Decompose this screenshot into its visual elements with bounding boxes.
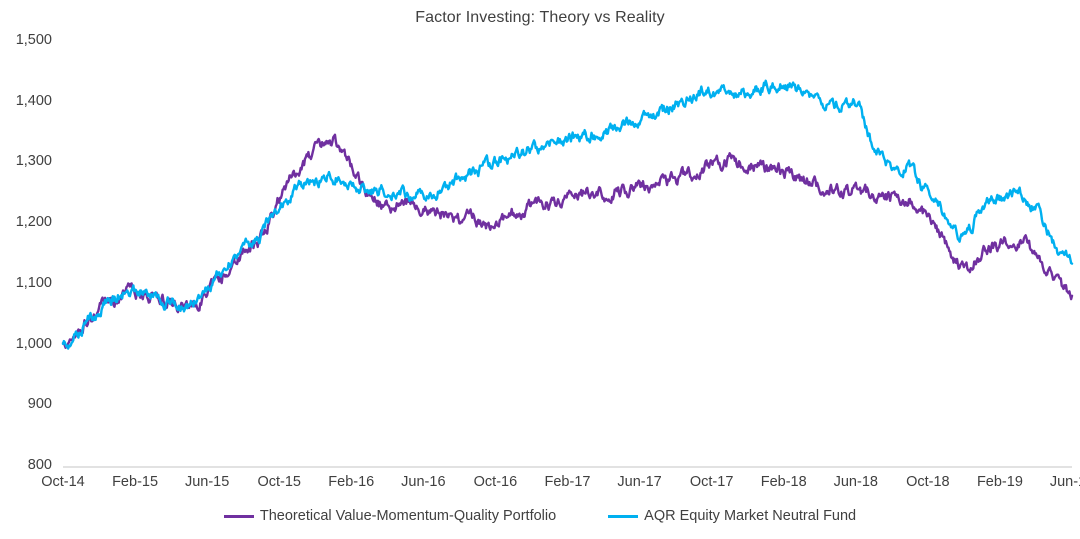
x-axis-tick-label: Jun-19 — [1049, 474, 1080, 490]
x-axis-tick-label: Oct-18 — [906, 474, 950, 490]
y-axis-tick-label: 1,300 — [15, 153, 52, 170]
y-axis-tick-label: 1,100 — [15, 274, 52, 291]
x-axis-tick-label: Oct-14 — [41, 474, 85, 490]
legend-label: AQR Equity Market Neutral Fund — [644, 508, 857, 524]
x-axis-tick-label: Feb-17 — [544, 474, 591, 490]
x-axis-tick-label: Jun-18 — [833, 474, 878, 490]
series-line-aqr-fund — [61, 79, 1074, 350]
y-axis-tick-label: 1,500 — [15, 32, 52, 48]
chart-title: Factor Investing: Theory vs Reality — [415, 9, 665, 26]
x-axis-tick-label: Feb-16 — [328, 474, 375, 490]
x-axis-tick-label: Feb-19 — [976, 474, 1023, 490]
y-axis-tick-label: 1,400 — [15, 92, 52, 109]
x-axis-tick-label: Jun-15 — [184, 474, 230, 490]
y-axis-tick-label: 1,000 — [15, 335, 52, 352]
chart-legend: Theoretical Value-Momentum-Quality Portf… — [0, 508, 1080, 524]
legend-item[interactable]: AQR Equity Market Neutral Fund — [608, 508, 856, 524]
x-axis-tick-label: Oct-17 — [689, 474, 734, 490]
x-axis-tick-label: Jun-16 — [401, 474, 446, 490]
y-axis-tick-label: 900 — [27, 396, 52, 413]
x-axis-tick-label: Feb-15 — [112, 474, 159, 490]
legend-color-swatch — [223, 514, 254, 518]
series-lines-group — [61, 79, 1074, 350]
x-axis-tick-label: Oct-16 — [473, 474, 518, 490]
x-axis-tick-label: Oct-15 — [257, 474, 301, 490]
y-axis-tick-label: 800 — [27, 457, 52, 473]
legend-color-swatch — [608, 514, 639, 518]
series-line-theoretical-portfolio — [61, 133, 1074, 349]
x-axis-tick-label: Feb-18 — [760, 474, 807, 490]
legend-label: Theoretical Value-Momentum-Quality Portf… — [259, 508, 557, 524]
x-axis-tick-label: Jun-17 — [617, 474, 662, 490]
legend-item[interactable]: Theoretical Value-Momentum-Quality Portf… — [223, 508, 557, 524]
y-axis-tick-label: 1,200 — [15, 214, 52, 231]
